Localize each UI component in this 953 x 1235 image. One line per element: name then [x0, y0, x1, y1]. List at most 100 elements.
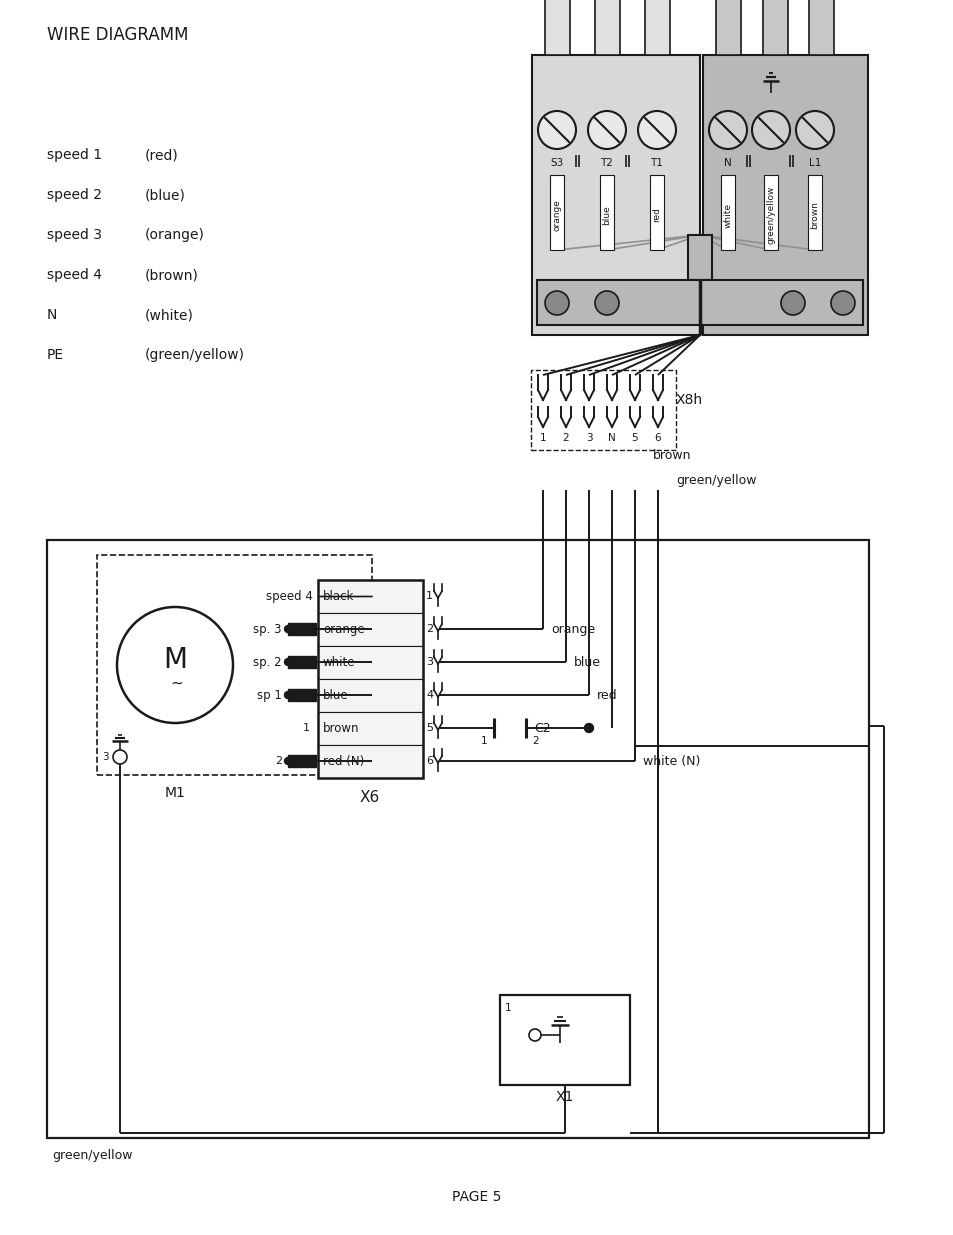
Circle shape: [112, 750, 127, 764]
Text: PE: PE: [47, 348, 64, 362]
Bar: [499, 995, 629, 1086]
Bar: [702, 56, 867, 335]
Text: speed 4: speed 4: [266, 589, 313, 603]
Bar: [531, 370, 676, 450]
Circle shape: [638, 111, 676, 149]
Text: brown: brown: [810, 201, 819, 228]
Text: 1: 1: [539, 433, 546, 443]
Bar: [317, 613, 422, 646]
Circle shape: [537, 111, 576, 149]
Circle shape: [117, 606, 233, 722]
Text: X6: X6: [359, 790, 379, 805]
Text: 6: 6: [654, 433, 660, 443]
Text: X8h: X8h: [676, 393, 702, 408]
Text: M1: M1: [164, 785, 185, 800]
Text: white: white: [323, 656, 355, 668]
Bar: [763, 175, 778, 249]
Bar: [288, 755, 315, 767]
Bar: [687, 235, 711, 280]
Bar: [720, 175, 734, 249]
Text: orange: orange: [552, 199, 561, 231]
Circle shape: [830, 291, 854, 315]
Text: green/yellow: green/yellow: [676, 473, 756, 487]
Circle shape: [751, 111, 789, 149]
Text: orange: orange: [323, 622, 364, 636]
Text: 1: 1: [426, 592, 433, 601]
Text: PAGE 5: PAGE 5: [452, 1191, 501, 1204]
Text: speed 2: speed 2: [47, 188, 102, 203]
Text: 3: 3: [102, 752, 109, 762]
Text: brown: brown: [323, 721, 359, 735]
Text: WIRE DIAGRAMM: WIRE DIAGRAMM: [47, 26, 189, 44]
Text: speed 3: speed 3: [47, 228, 102, 242]
Text: 2: 2: [562, 433, 569, 443]
Text: N: N: [723, 158, 731, 168]
Bar: [550, 175, 563, 249]
Text: 6: 6: [426, 756, 433, 766]
Bar: [649, 175, 663, 249]
Text: red: red: [597, 688, 617, 701]
Text: red (N): red (N): [323, 755, 364, 767]
Text: 2: 2: [274, 756, 282, 766]
Text: 2: 2: [426, 624, 433, 634]
Circle shape: [544, 291, 568, 315]
Text: ~: ~: [171, 676, 183, 690]
Circle shape: [795, 111, 833, 149]
Text: green/yellow: green/yellow: [765, 185, 775, 245]
Bar: [532, 56, 700, 335]
Text: speed 4: speed 4: [47, 268, 102, 282]
Bar: [317, 580, 422, 613]
Text: white: white: [722, 203, 732, 227]
Text: N: N: [47, 308, 57, 322]
Bar: [544, 0, 569, 56]
Bar: [317, 713, 422, 745]
Bar: [807, 175, 821, 249]
Bar: [762, 0, 787, 56]
Text: N: N: [607, 433, 616, 443]
Text: X1: X1: [556, 1091, 574, 1104]
Text: white (N): white (N): [642, 755, 700, 767]
Bar: [97, 555, 372, 776]
Circle shape: [708, 111, 746, 149]
Bar: [595, 0, 619, 56]
Text: T2: T2: [600, 158, 613, 168]
Circle shape: [529, 1029, 540, 1041]
Circle shape: [284, 757, 292, 764]
Text: red: red: [652, 207, 660, 222]
Bar: [317, 745, 422, 778]
Text: brown: brown: [652, 448, 691, 462]
Circle shape: [587, 111, 625, 149]
Bar: [288, 656, 315, 668]
Text: 5: 5: [426, 722, 433, 734]
Text: green/yellow: green/yellow: [52, 1150, 132, 1162]
Text: 1: 1: [504, 1003, 511, 1013]
Circle shape: [284, 625, 292, 632]
Text: 3: 3: [426, 657, 433, 667]
Bar: [47, 540, 868, 1137]
Circle shape: [781, 291, 804, 315]
Text: blue: blue: [323, 688, 348, 701]
Bar: [288, 622, 315, 635]
Text: 5: 5: [631, 433, 638, 443]
Text: sp. 3: sp. 3: [253, 622, 282, 636]
Text: C2: C2: [534, 721, 550, 735]
Text: (orange): (orange): [145, 228, 205, 242]
Bar: [644, 0, 669, 56]
Text: sp 1: sp 1: [257, 688, 282, 701]
Bar: [599, 175, 614, 249]
Bar: [808, 0, 833, 56]
Text: (red): (red): [145, 148, 178, 162]
Text: sp. 2: sp. 2: [253, 656, 282, 668]
Bar: [288, 689, 315, 701]
Text: (white): (white): [145, 308, 193, 322]
Text: 1: 1: [303, 722, 310, 734]
Text: orange: orange: [551, 622, 595, 636]
Bar: [317, 580, 422, 778]
Text: (blue): (blue): [145, 188, 186, 203]
Text: black: black: [323, 589, 354, 603]
Text: (green/yellow): (green/yellow): [145, 348, 245, 362]
Text: blue: blue: [574, 656, 600, 668]
Circle shape: [284, 692, 292, 699]
Text: 2: 2: [532, 736, 538, 746]
Text: blue: blue: [602, 205, 611, 225]
